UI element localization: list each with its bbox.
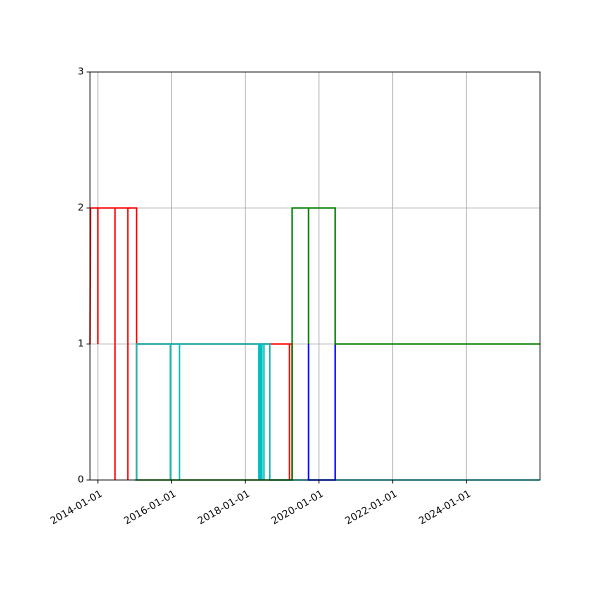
x-tick-label: 2024-01-01 — [417, 489, 473, 528]
y-tick-label: 2 — [78, 203, 84, 214]
grid-layer — [90, 71, 540, 481]
x-tick-label: 2020-01-01 — [270, 489, 326, 528]
y-tick-label: 0 — [78, 475, 84, 486]
plot-frame — [89, 71, 541, 481]
x-tick-label: 2018-01-01 — [196, 489, 252, 528]
x-tick-label: 2022-01-01 — [344, 489, 400, 528]
y-tick-label: 1 — [78, 339, 84, 350]
axes-layer — [89, 71, 541, 481]
series-line-1 — [89, 207, 293, 480]
x-tick-label: 2014-01-01 — [49, 489, 105, 528]
series-line-4 — [136, 207, 540, 481]
x-tick-label: 2016-01-01 — [122, 489, 178, 528]
series-line-3 — [307, 344, 336, 481]
y-tick-label: 3 — [78, 67, 84, 78]
series-line-2 — [134, 343, 540, 481]
